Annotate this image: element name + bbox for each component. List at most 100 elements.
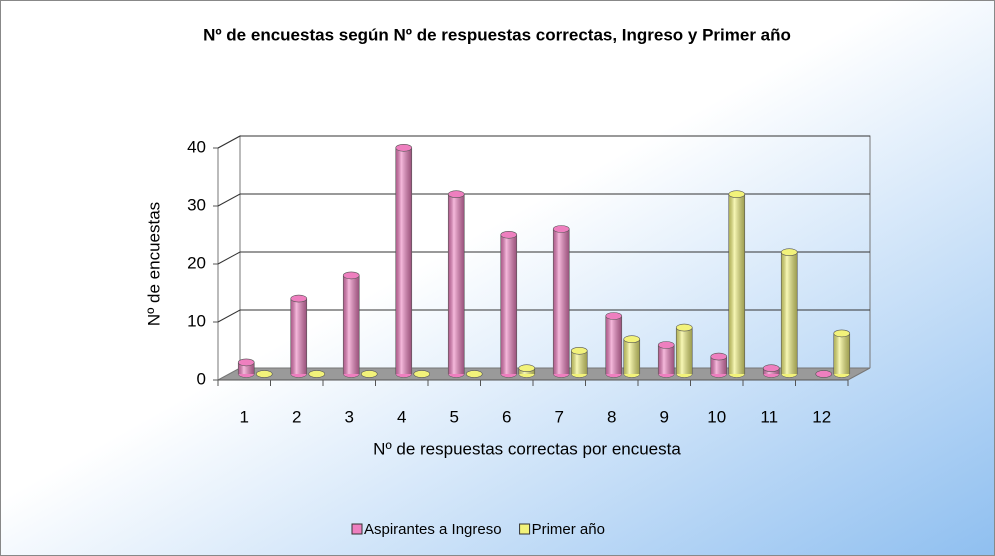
- x-tick-label: 4: [397, 407, 406, 426]
- x-tick-label: 12: [812, 407, 831, 426]
- bar-top: [780, 248, 798, 256]
- bar-top: [308, 370, 326, 378]
- bar-outline: [728, 194, 746, 374]
- bar-shade: [500, 234, 517, 374]
- bar: [447, 190, 465, 378]
- bar: [413, 370, 431, 378]
- bar: [762, 364, 780, 378]
- bar-outline: [500, 234, 518, 374]
- bar-top: [833, 329, 851, 338]
- bar-top: [447, 190, 465, 198]
- x-tick-label: 11: [760, 407, 778, 426]
- bar-shade: [623, 339, 640, 374]
- bar-shade: [343, 275, 360, 374]
- bar-shade: [290, 298, 307, 374]
- bar-top: [605, 312, 623, 320]
- bar-top: [552, 225, 570, 233]
- bar-top: [342, 271, 360, 280]
- bar: [237, 358, 255, 378]
- bar-shade: [710, 356, 727, 374]
- bar-outline: [395, 147, 413, 374]
- bar-top: [710, 352, 728, 361]
- grid-line: [217, 193, 870, 207]
- bar-shade: [395, 147, 412, 374]
- bar-top: [255, 370, 273, 378]
- chart-title: Nº de encuestas según Nº de respuestas c…: [203, 25, 791, 44]
- bar-top: [500, 231, 518, 239]
- x-tick-label: 7: [555, 407, 564, 426]
- grid-line: [217, 309, 870, 323]
- bar-outline: [833, 333, 851, 374]
- bar-shade: [781, 252, 798, 374]
- x-tick-label: 1: [240, 407, 249, 426]
- bar: [710, 352, 728, 378]
- bar-outline: [447, 194, 465, 374]
- bar-outline: [552, 229, 570, 374]
- bar: [465, 370, 483, 378]
- y-tick-label: 20: [187, 253, 206, 272]
- grid-line: [217, 135, 870, 149]
- x-tick-label: 6: [502, 407, 511, 426]
- bar-outline: [290, 298, 308, 374]
- bar-outline: [780, 252, 798, 374]
- x-tick-label: 8: [607, 407, 616, 426]
- x-tick-label: 3: [345, 407, 354, 426]
- x-tick-label: 5: [450, 407, 459, 426]
- bar-top: [465, 370, 483, 378]
- bar-top: [518, 364, 536, 373]
- bar-shade: [238, 362, 255, 374]
- bar-shade: [605, 316, 622, 374]
- bar-top: [657, 341, 675, 349]
- legend-swatch: [351, 523, 363, 535]
- bar-outline: [570, 350, 588, 374]
- bar: [728, 190, 746, 378]
- bar-shade: [833, 333, 850, 374]
- bar-top: [728, 190, 746, 198]
- bar: [570, 346, 588, 378]
- y-tick-label: 40: [187, 137, 206, 156]
- bar-top: [762, 364, 780, 373]
- bar-top: [237, 358, 255, 367]
- bar-top: [623, 335, 641, 344]
- legend-label: Primer año: [532, 521, 605, 538]
- y-tick-label: 30: [187, 195, 206, 214]
- bar-shade: [658, 345, 675, 374]
- bar: [552, 225, 570, 378]
- bar: [833, 329, 851, 378]
- bar-outline: [675, 327, 693, 374]
- bar-outline: [623, 339, 641, 374]
- bar: [500, 231, 518, 378]
- x-tick-label: 2: [292, 407, 301, 426]
- bar: [815, 370, 833, 378]
- x-tick-label: 9: [660, 407, 669, 426]
- y-tick-label: 10: [187, 311, 206, 330]
- bar-top: [360, 370, 378, 378]
- bar: [255, 370, 273, 378]
- bar-top: [395, 144, 413, 152]
- bar: [657, 341, 675, 378]
- bar-top: [570, 346, 588, 355]
- x-tick-label: 10: [707, 407, 726, 426]
- bar-shade: [571, 350, 588, 374]
- bar: [395, 144, 413, 378]
- bar: [780, 248, 798, 378]
- bar-top: [815, 370, 833, 378]
- bar-top: [413, 370, 431, 378]
- bar-outline: [710, 356, 728, 374]
- bar-outline: [605, 316, 623, 374]
- bar: [308, 370, 326, 378]
- bar-outline: [342, 275, 360, 374]
- bar-shade: [448, 194, 465, 374]
- x-axis-label: Nº de respuestas correctas por encuesta: [373, 439, 681, 458]
- bar: [605, 312, 623, 378]
- bar: [290, 294, 308, 378]
- bar-shade: [553, 229, 570, 374]
- bar-outline: [657, 345, 675, 374]
- grid-line: [217, 251, 870, 265]
- bar: [675, 323, 693, 378]
- bar-outline: [237, 362, 255, 374]
- legend-label: Aspirantes a Ingreso: [364, 521, 502, 538]
